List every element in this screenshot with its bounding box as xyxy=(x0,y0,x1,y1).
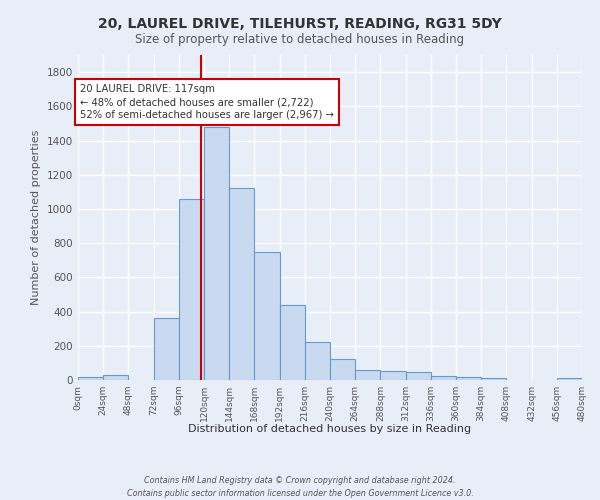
Bar xyxy=(330,360,355,380)
Bar xyxy=(179,198,204,380)
Bar xyxy=(481,378,506,380)
Bar xyxy=(355,370,380,380)
Bar xyxy=(204,127,229,380)
Bar xyxy=(406,372,431,380)
Bar xyxy=(103,375,128,380)
Bar xyxy=(557,378,582,380)
Bar xyxy=(305,342,330,380)
Text: Contains HM Land Registry data © Crown copyright and database right 2024.
Contai: Contains HM Land Registry data © Crown c… xyxy=(127,476,473,498)
Bar xyxy=(154,318,179,380)
Text: Size of property relative to detached houses in Reading: Size of property relative to detached ho… xyxy=(136,32,464,46)
Text: 20 LAUREL DRIVE: 117sqm
← 48% of detached houses are smaller (2,722)
52% of semi: 20 LAUREL DRIVE: 117sqm ← 48% of detache… xyxy=(80,84,334,120)
Text: 20, LAUREL DRIVE, TILEHURST, READING, RG31 5DY: 20, LAUREL DRIVE, TILEHURST, READING, RG… xyxy=(98,18,502,32)
Bar xyxy=(456,376,481,380)
Bar xyxy=(229,188,254,380)
Y-axis label: Number of detached properties: Number of detached properties xyxy=(31,130,41,305)
Bar xyxy=(280,304,305,380)
X-axis label: Distribution of detached houses by size in Reading: Distribution of detached houses by size … xyxy=(188,424,472,434)
Bar xyxy=(254,252,280,380)
Bar xyxy=(78,378,103,380)
Bar xyxy=(431,376,456,380)
Bar xyxy=(380,370,406,380)
